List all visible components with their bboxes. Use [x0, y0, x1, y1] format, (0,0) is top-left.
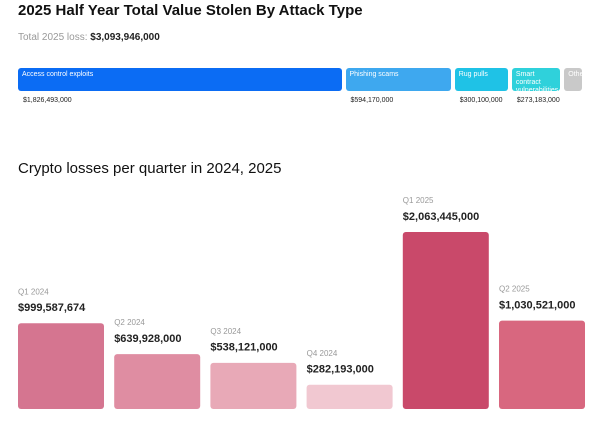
value-label: $594,170,000	[350, 97, 394, 104]
bar	[18, 323, 104, 409]
segment: Phishing scams	[345, 68, 451, 91]
category-label: Q2 2024	[114, 318, 145, 327]
value-label: $2,063,445,000	[403, 211, 479, 223]
value-label: $639,928,000	[114, 333, 181, 345]
value-label: $1,030,521,000	[499, 300, 575, 312]
bar	[402, 232, 489, 409]
chart-title: Crypto losses per quarter in 2024, 2025	[18, 160, 282, 177]
legend-label: Other	[568, 71, 586, 78]
value-label: $999,587,674	[18, 302, 86, 314]
legend-label: Rug pulls	[458, 71, 488, 78]
segment: Rug pulls	[454, 68, 508, 91]
value-label: $1,826,493,000	[23, 97, 72, 104]
bar	[306, 384, 393, 409]
value-label: $538,121,000	[210, 342, 277, 354]
segment: Smart contract vulnerabilities	[511, 68, 561, 94]
bar	[114, 354, 201, 409]
category-label: Q1 2024	[18, 287, 49, 296]
segment: Access control exploits	[18, 68, 342, 91]
category-label: Q4 2024	[307, 349, 338, 358]
total: $3,093,946,000	[90, 32, 160, 43]
legend-label: Access control exploits	[22, 71, 94, 78]
segment: Other	[564, 68, 586, 91]
category-label: Q1 2025	[403, 196, 434, 205]
category-label: Q3 2024	[210, 327, 241, 336]
value-label: $273,183,000	[516, 97, 560, 104]
legend-label: Smart contract vulnerabilities	[515, 71, 559, 94]
category-label: Q2 2025	[499, 285, 530, 294]
value-label: $300,100,000	[459, 97, 503, 104]
bar	[210, 362, 297, 409]
subtitle: Total 2025 loss: $3,093,946,000	[18, 32, 160, 43]
bar	[499, 320, 585, 409]
value-label: $282,193,000	[307, 364, 374, 376]
legend-label: Phishing scams	[349, 71, 399, 78]
chart-title: 2025 Half Year Total Value Stolen By Att…	[18, 2, 363, 19]
subtitle-text: Total 2025 loss:	[18, 32, 88, 43]
